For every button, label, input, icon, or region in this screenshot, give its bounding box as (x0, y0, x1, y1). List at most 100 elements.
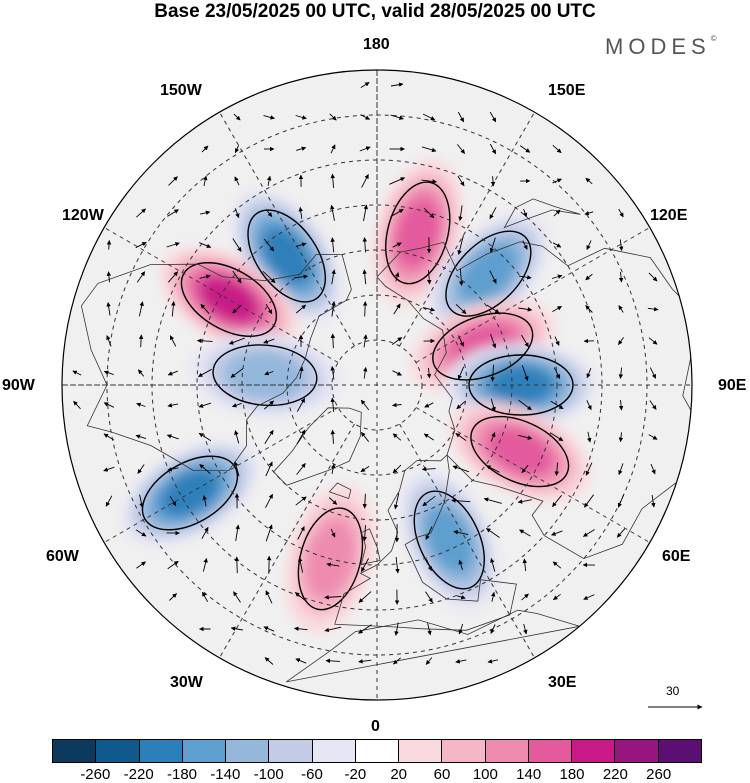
wind-arrow (521, 334, 529, 348)
colorbar-tick-label: -140 (210, 766, 241, 783)
wind-arrow (425, 591, 433, 603)
height-contour (247, 209, 327, 303)
lon-label-60e: 60E (662, 548, 691, 565)
wind-arrow (425, 657, 433, 665)
wind-arrow (519, 529, 531, 537)
wind-arrow (106, 240, 112, 250)
wind-arrow (490, 364, 495, 382)
wind-arrow (198, 402, 212, 408)
wind-arrow (395, 556, 400, 574)
wind-arrow (394, 272, 400, 282)
map-border (61, 69, 693, 701)
wind-arrow (263, 626, 275, 632)
anomaly-contour (486, 427, 554, 476)
wind-arrow (106, 335, 112, 347)
wind-arrow (202, 591, 208, 603)
wind-arrow (296, 398, 306, 412)
wind-arrow (490, 557, 496, 572)
wind-arrow (618, 463, 624, 476)
wind-arrow (363, 334, 368, 348)
wind-arrow (424, 402, 434, 408)
wind-arrow (298, 206, 303, 219)
coastline (376, 241, 692, 560)
wind-arrow (618, 271, 624, 283)
wind-arrow (421, 466, 436, 472)
wind-arrow (458, 623, 464, 635)
wind-arrow (295, 496, 307, 506)
wind-arrow (228, 337, 245, 345)
meridian-line (219, 423, 355, 659)
wind-arrow (650, 463, 656, 475)
wind-arrow (490, 398, 496, 412)
wind-arrow (266, 175, 272, 186)
wind-arrow (360, 399, 370, 411)
wind-arrow (296, 463, 306, 475)
wind-arrow (522, 558, 528, 572)
wind-arrow (232, 304, 242, 314)
wind-arrow (427, 269, 432, 285)
wind-arrow (263, 338, 275, 344)
wind-arrow (265, 461, 273, 477)
colorbar-tick-label: -260 (80, 766, 111, 783)
wind-arrow (265, 590, 273, 604)
wind-arrow (393, 657, 401, 665)
wind-arrow (235, 524, 240, 542)
colorbar-tick-label: 220 (602, 766, 628, 783)
wind-arrow (455, 659, 467, 664)
wind-arrow (135, 434, 147, 440)
wind-arrow (393, 303, 401, 315)
wind-arrow (200, 303, 210, 314)
wind-arrow (169, 496, 177, 507)
wind-arrow (617, 494, 625, 508)
wind-arrow (489, 270, 497, 284)
lon-label-30w: 30W (170, 674, 203, 691)
height-contour (141, 455, 239, 531)
wind-arrow (72, 370, 82, 376)
wind-arrow (552, 242, 562, 248)
lon-label-150w: 150W (160, 82, 202, 99)
wind-arrow (295, 658, 307, 664)
wind-arrow (457, 366, 465, 380)
wind-arrow (521, 593, 529, 601)
wind-arrow (330, 237, 335, 253)
wind-arrow (265, 493, 273, 509)
wind-arrow (103, 402, 115, 408)
height-contour (297, 507, 364, 611)
wind-arrow (135, 241, 147, 249)
wind-arrow (330, 144, 336, 154)
brand-logo: MODES© (605, 34, 717, 59)
wind-arrow (362, 525, 368, 542)
wind-arrow (168, 176, 178, 186)
colorbar-tick-label: 180 (559, 766, 585, 783)
wind-arrow (233, 461, 240, 477)
wind-arrow (169, 335, 177, 347)
wind-arrow (329, 113, 337, 121)
wind-arrow (358, 624, 372, 634)
wind-arrow (552, 144, 562, 154)
wind-arrow (426, 559, 432, 572)
wind-arrow (618, 367, 624, 379)
height-contour (413, 490, 485, 590)
wind-arrow (618, 305, 624, 313)
wind-arrow (457, 111, 465, 123)
meridian-line (415, 227, 651, 363)
wind-arrow (487, 659, 499, 664)
wind-arrow (328, 497, 338, 505)
wind-arrow (489, 207, 497, 220)
colorbar-tick-label: 20 (390, 766, 407, 783)
graticule (62, 70, 692, 700)
anomaly-contour (424, 506, 474, 574)
wind-arrow (522, 240, 528, 250)
wind-arrow (360, 431, 370, 442)
wind-arrow (486, 465, 500, 473)
wind-arrow (264, 400, 275, 410)
wind-arrow (618, 399, 624, 411)
wind-arrow (139, 494, 144, 508)
wind-arrow (458, 205, 463, 222)
wind-arrow (232, 270, 242, 284)
wind-arrow (586, 240, 592, 251)
wind-arrow (201, 145, 209, 153)
wind-arrow (330, 333, 336, 349)
meridian-line (219, 111, 355, 347)
